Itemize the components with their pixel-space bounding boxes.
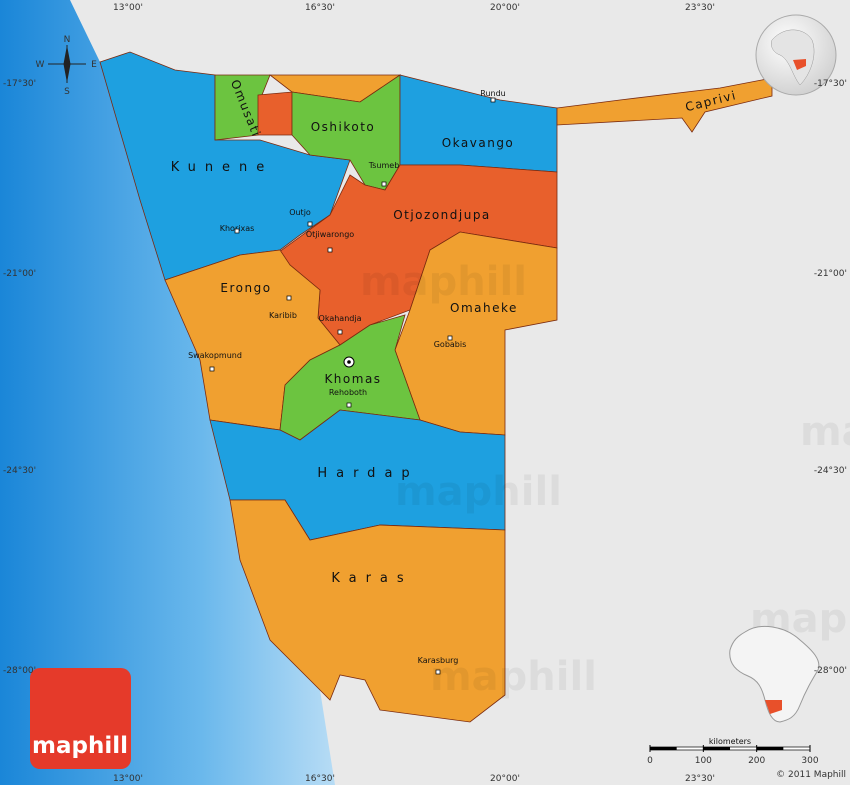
scale-tick-label: 200 [748,756,765,766]
coord-bottom: 23°30' [685,774,715,784]
compass [48,45,86,83]
coord-top: 23°30' [685,3,715,13]
coord-right: -21°00' [814,269,847,279]
watermark: maphill [395,469,562,515]
caprivi-area [556,77,773,133]
globe [755,14,837,96]
coord-left: -24°30' [3,466,36,476]
compass-w: W [36,60,45,70]
capital-dot [347,360,351,364]
watermark: maphill [360,259,527,305]
coord-left: -28°00' [3,666,36,676]
city-marker [209,366,215,372]
cities: Rundu Tsumeb Outjo Khorixas Otjiwarongo Karib… [188,89,506,675]
city-label: Otjiwarongo [306,230,354,239]
regions [99,51,773,723]
coord-top: 20°00' [490,3,520,13]
city-label: Okahandja [319,314,362,323]
region-label: Karas [331,571,412,586]
coord-right: -28°00' [814,666,847,676]
coord-left: -17°30' [3,79,36,89]
logo-box[interactable] [30,668,131,769]
globe-highlight [793,59,806,70]
city-label: Khorixas [220,224,255,233]
scale-tick-label: 100 [695,756,712,766]
compass-s: S [64,87,70,97]
region-label: Otjozondjupa [393,208,491,222]
compass-e: E [91,60,97,70]
scale-bar: 0 100 200 300 [647,745,819,766]
coord-bottom: 20°00' [490,774,520,784]
watermark: maphill [800,409,850,455]
scale-segment [650,747,677,750]
coord-top: 16°30' [305,3,335,13]
city-label: Gobabis [434,340,467,349]
region-label: Hardap [317,466,418,481]
city-label: Karasburg [418,656,459,665]
region-label: Kunene [171,160,274,175]
city-marker [435,669,441,675]
region-label: Khomas [324,372,381,386]
coord-right: -24°30' [814,466,847,476]
coord-right: -17°30' [814,79,847,89]
coordinate-labels: 13°00' 16°30' 20°00' 23°30' 13°00' 16°30' 20°0… [3,3,847,784]
city-marker [337,329,343,335]
scale-segment [756,747,784,750]
coord-bottom: 13°00' [113,774,143,784]
region-label: Erongo [220,281,271,295]
city-marker [490,97,496,103]
coord-top: 13°00' [113,3,143,13]
logo-text[interactable]: maphill [32,733,128,759]
scale-title: kilometers [709,737,751,746]
city-marker [447,335,453,341]
city-label: Rehoboth [329,388,367,397]
oshana-area [257,91,293,136]
logo[interactable]: maphill [30,668,131,769]
city-label: Outjo [289,208,311,217]
watermark: maphill [430,654,597,700]
city-marker [327,247,333,253]
region-label: Okavango [442,136,515,150]
city-marker [381,181,387,187]
coord-bottom: 16°30' [305,774,335,784]
city-marker [234,228,240,234]
capital-marker [343,356,355,368]
city-marker [286,295,292,301]
city-label: Rundu [480,89,506,98]
region-label: Oshikoto [311,120,376,134]
scale-tick-label: 300 [801,756,818,766]
compass-needle [63,47,71,81]
scale-tick-label: 0 [647,756,653,766]
city-marker [307,221,313,227]
coord-left: -21°00' [3,269,36,279]
city-label: Karibib [269,311,297,320]
city-label: Tsumeb [368,161,400,170]
compass-n: N [64,35,71,45]
city-label: Swakopmund [188,351,242,360]
africa-inset [729,625,820,723]
copyright: © 2011 Maphill [776,770,846,780]
scale-segment [703,747,730,750]
region-label: Omaheke [450,301,518,315]
ocean [0,0,335,785]
africa-shape [729,625,820,723]
karas-area [229,499,506,723]
africa-highlight [765,700,782,714]
globe-land [771,29,815,86]
city-marker [346,402,352,408]
